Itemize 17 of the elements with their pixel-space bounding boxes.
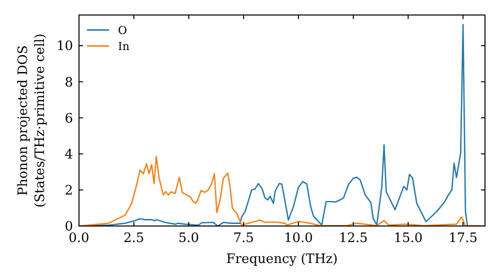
y-axis-title: Phonon projected DOS (States/THz·primitive cell): [16, 33, 48, 208]
legend-label: O: [118, 24, 128, 37]
x-tick-label: 0.0: [68, 231, 90, 246]
y-tick-label: 6: [64, 111, 73, 126]
y-tick-label: 8: [64, 75, 73, 90]
x-axis-title: Frequency (THz): [226, 252, 338, 267]
y-tick-label: 2: [64, 183, 73, 198]
x-tick-label: 17.5: [448, 231, 478, 246]
y-tick-label: 4: [64, 147, 73, 162]
x-tick-label: 12.5: [338, 231, 368, 246]
x-tick-label: 7.5: [233, 231, 254, 246]
x-tick-label: 15.0: [394, 231, 423, 246]
y-tick-label: 10: [56, 39, 73, 54]
x-tick-label: 10.0: [284, 231, 313, 246]
x-tick-label: 5.0: [178, 231, 200, 246]
x-tick-label: 2.5: [124, 231, 144, 246]
legend-label: In: [118, 40, 130, 53]
